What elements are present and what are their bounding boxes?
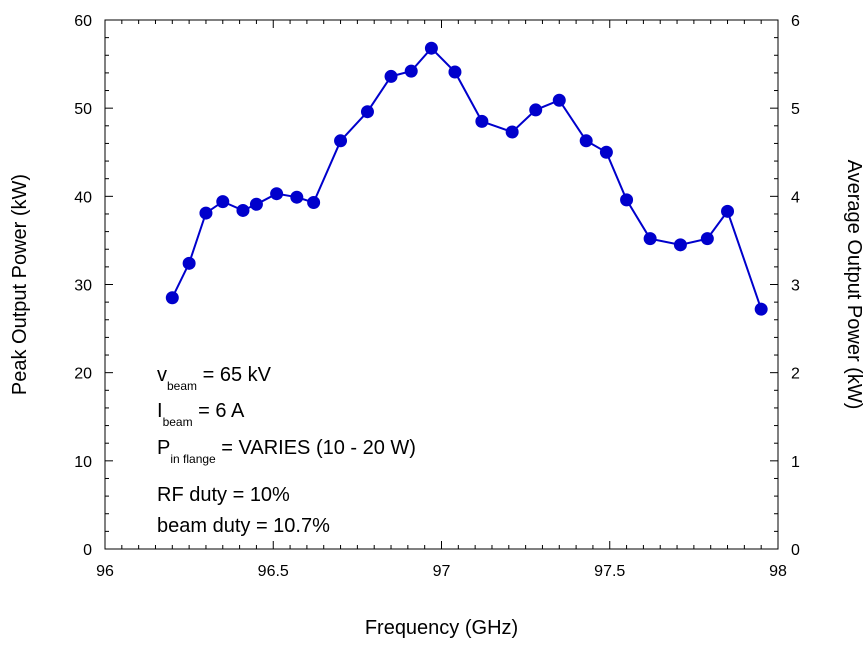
data-point: [404, 64, 418, 78]
y-tick-label: 50: [74, 101, 92, 118]
y-tick-label: 10: [74, 454, 92, 471]
series-line: [171, 46, 763, 310]
data-point: [424, 41, 438, 55]
y-axis-label: Peak Output Power (kW): [9, 174, 31, 395]
x-tick-label: 96.5: [258, 563, 289, 580]
y2-tick-label: 4: [791, 189, 800, 206]
annotation-line: vbeam = 65 kV: [157, 364, 272, 393]
data-point: [721, 204, 735, 218]
data-point: [643, 232, 657, 246]
data-point: [165, 291, 179, 305]
x-tick-label: 97: [433, 563, 451, 580]
y2-tick-label: 2: [791, 366, 800, 383]
annotation-block: vbeam = 65 kV Ibeam = 6 A Pin flange = VAR…: [157, 364, 416, 537]
data-point: [334, 134, 348, 148]
annotation-line: Pin flange = VARIES (10 - 20 W): [157, 437, 416, 466]
data-point: [552, 93, 566, 107]
data-point: [673, 238, 687, 252]
y-tick-label: 30: [74, 278, 92, 295]
y2-axis-label: Average Output Power (kW): [843, 160, 865, 410]
annotation-line: Ibeam = 6 A: [157, 400, 245, 429]
data-point: [620, 193, 634, 207]
x-tick-label: 97.5: [594, 563, 625, 580]
x-tick-label: 98: [769, 563, 787, 580]
y-tick-label: 60: [74, 13, 92, 30]
y2-tick-label: 5: [791, 101, 800, 118]
tick-marks: [104, 19, 779, 550]
y2-tick-label: 6: [791, 13, 800, 30]
y2-tick-label: 3: [791, 278, 800, 295]
data-point: [475, 114, 489, 128]
data-point: [599, 145, 613, 159]
y2-tick-label: 1: [791, 454, 800, 471]
y-tick-label: 0: [83, 542, 92, 559]
annotation-line: RF duty = 10%: [157, 484, 290, 506]
data-point: [579, 134, 593, 148]
data-point: [700, 232, 714, 246]
data-point: [505, 125, 519, 139]
data-point: [754, 302, 768, 316]
axes: [104, 19, 779, 550]
plot-frame: [104, 19, 779, 550]
data-point: [529, 103, 543, 117]
data-point: [307, 196, 321, 210]
data-point: [448, 65, 462, 79]
y-tick-label: 20: [74, 366, 92, 383]
data-point: [216, 195, 230, 209]
data-point: [236, 203, 250, 217]
data-point: [270, 187, 284, 201]
x-tick-label: 96: [96, 563, 114, 580]
data-point: [360, 105, 374, 119]
data-point: [384, 69, 398, 83]
data-point: [249, 197, 263, 211]
data-point: [290, 190, 304, 204]
y2-tick-label: 0: [791, 542, 800, 559]
data-point: [199, 206, 213, 220]
data-point: [182, 256, 196, 270]
y-tick-label: 40: [74, 189, 92, 206]
x-axis-label: Frequency (GHz): [365, 617, 518, 639]
series-group: [165, 41, 768, 316]
annotation-line: beam duty = 10.7%: [157, 515, 330, 537]
